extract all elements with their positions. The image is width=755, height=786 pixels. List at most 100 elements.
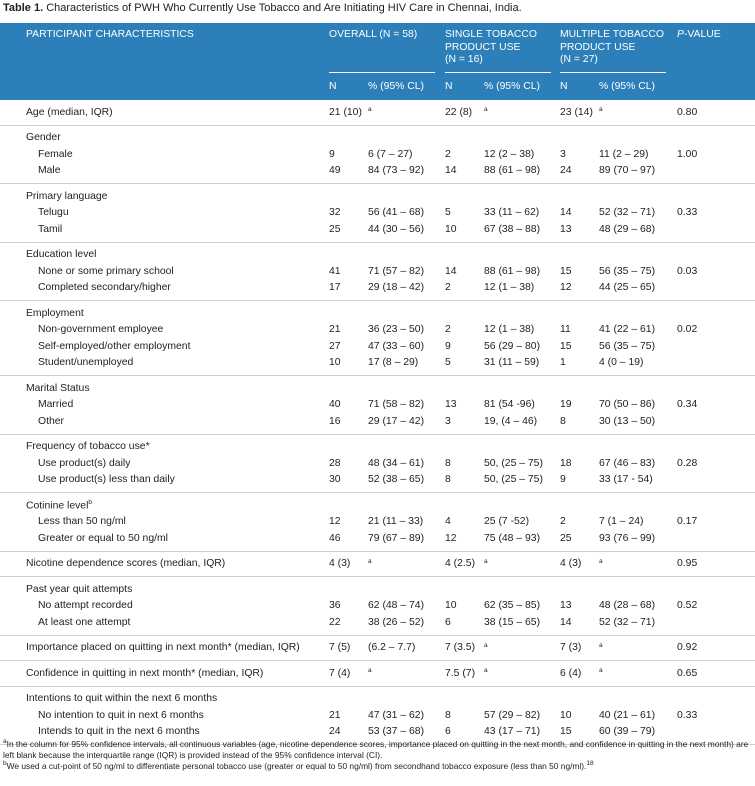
table-cell: 56 (35 – 75) <box>599 340 656 352</box>
header-rule-multiple <box>560 72 666 73</box>
group-title-row: Primary language <box>0 184 755 205</box>
table-cell: 0.03 <box>677 265 698 277</box>
table-row: Use product(s) less than daily 30 52 (38 –… <box>0 471 755 493</box>
table-cell: 10 <box>560 709 572 721</box>
table-cell: 93 (76 – 99) <box>599 530 677 552</box>
table-cell: 79 (67 – 89) <box>368 530 445 552</box>
table-cell: 89 (70 – 97) <box>599 162 677 184</box>
header-overall: OVERALL (N = 58) <box>329 29 418 40</box>
table-cell: 17 <box>329 279 368 301</box>
table-row: Female 9 6 (7 – 27) 2 12 (2 – 38) 3 11 (2 – 29… <box>0 146 755 163</box>
table-row: Telugu 32 56 (41 – 68) 5 33 (11 – 62) 14 52 (3… <box>0 205 755 222</box>
table-row: Other 16 29 (17 – 42) 3 19, (4 – 46) 8 30 (13 … <box>0 413 755 435</box>
table-cell: 67 (46 – 83) <box>599 457 656 469</box>
row-label: Less than 50 ng/ml <box>38 516 126 528</box>
sub-n-single: N <box>445 81 453 92</box>
table-cell <box>677 338 755 355</box>
table-cell: 3 <box>445 413 484 435</box>
table-cell: 9 <box>560 471 599 493</box>
table-cell: 25 <box>329 221 368 243</box>
group-title-row: Employment <box>0 301 755 322</box>
row-label: Importance placed on quitting in next mo… <box>0 635 329 661</box>
table-row: Completed secondary/higher 17 29 (18 – 42)… <box>0 279 755 301</box>
table-cell: 18 <box>560 457 572 469</box>
table-cell: 14 <box>560 207 572 219</box>
row-label: Married <box>38 399 74 411</box>
sub-n-overall: N <box>329 81 337 92</box>
header-pvalue: P-VALUE <box>677 29 721 40</box>
table-cell: 7 (3) <box>560 635 599 661</box>
table-cell: 33 (17 - 54) <box>599 471 677 493</box>
table-cell: 21 <box>329 709 341 721</box>
table-cell: 24 <box>329 723 368 745</box>
table-cell: 29 (17 – 42) <box>368 413 445 435</box>
table-cell: 71 (58 – 82) <box>368 399 425 411</box>
row-label: Male <box>0 162 329 184</box>
group-title-row: Education level <box>0 242 755 263</box>
table-cell: 8 <box>445 457 451 469</box>
table-cell: 21 <box>329 324 341 336</box>
caption-text: Characteristics of PWH Who Currently Use… <box>46 2 522 14</box>
table-cell: 33 (11 – 62) <box>484 207 540 219</box>
table-row: No intention to quit in next 6 months 21 4… <box>0 707 755 724</box>
sub-pct-multiple: % (95% CL) <box>599 81 656 92</box>
table-cell: 5 <box>445 354 484 376</box>
table-cell: 0.80 <box>677 100 755 126</box>
row-label: Telugu <box>38 207 69 219</box>
table-row: Tamil 25 44 (30 – 56) 10 67 (38 – 88) 13 48 (2… <box>0 221 755 243</box>
table-cell: 7 (4) <box>329 660 368 687</box>
table-cell: 11 (2 – 29) <box>599 148 649 160</box>
table-cell: 50, (25 – 75) <box>484 471 560 493</box>
table-cell <box>677 279 755 301</box>
row-label: Female <box>38 148 73 160</box>
group-title: Intentions to quit within the next 6 mon… <box>26 693 218 705</box>
table-cell: a <box>368 660 445 687</box>
header-rule-overall <box>329 72 435 73</box>
group-title: Employment <box>26 307 84 319</box>
header-single-3: (N = 16) <box>445 54 483 65</box>
header-multiple-1: MULTIPLE TOBACCO <box>560 29 664 40</box>
table-cell: 62 (35 – 85) <box>484 600 541 612</box>
table-cell: 12 (1 – 38) <box>484 279 560 301</box>
table-cell <box>677 162 755 184</box>
table-row: No attempt recorded 36 62 (48 – 74) 10 62 (3… <box>0 598 755 615</box>
row-label: Use product(s) less than daily <box>0 471 329 493</box>
table-cell: 48 (29 – 68) <box>599 221 677 243</box>
table-row: Student/unemployed 10 17 (8 – 29) 5 31 (11 –… <box>0 354 755 376</box>
table-cell: 38 (26 – 52) <box>368 614 445 636</box>
group-title: Past year quit attempts <box>26 583 133 595</box>
table-cell: 6 (7 – 27) <box>368 148 413 160</box>
table-cell: 71 (57 – 82) <box>368 265 425 277</box>
table-cell: 4 (3) <box>560 551 599 577</box>
table-cell <box>677 221 755 243</box>
table-cell: 13 <box>560 600 572 612</box>
table-cell: 10 <box>445 221 484 243</box>
table-cell: 46 <box>329 530 368 552</box>
table-cell: 0.65 <box>677 660 755 687</box>
table-cell: 3 <box>560 148 566 160</box>
table-cell: 4 (2.5) <box>445 551 484 577</box>
table-cell: 41 (22 – 61) <box>599 324 656 336</box>
table-row: Intends to quit in the next 6 months 24 53… <box>0 723 755 745</box>
sub-pct-single: % (95% CL) <box>484 81 541 92</box>
table-cell: 0.52 <box>677 600 698 612</box>
row-label: Non-government employee <box>38 324 164 336</box>
header-rule-single <box>445 72 551 73</box>
table-cell: 15 <box>560 723 599 745</box>
table-cell: 23 (14) <box>560 100 599 126</box>
table-cell: 0.28 <box>677 457 698 469</box>
table-cell: 25 (7 -52) <box>484 516 530 528</box>
table-cell: 44 (30 – 56) <box>368 221 445 243</box>
table-cell: a <box>484 660 560 687</box>
header-multiple-2: PRODUCT USE <box>560 41 636 53</box>
table-cell: 15 <box>560 265 572 277</box>
table-row: Importance placed on quitting in next mo… <box>0 635 755 661</box>
table-row: Male 49 84 (73 – 92) 14 88 (61 – 98) 24 89 (70… <box>0 162 755 184</box>
table-cell: 13 <box>445 399 457 411</box>
table-cell <box>677 530 755 552</box>
table-cell: 43 (17 – 71) <box>484 723 560 745</box>
table-cell: 12 <box>445 530 484 552</box>
row-label: No attempt recorded <box>38 600 133 612</box>
table-cell: 49 <box>329 162 368 184</box>
table-cell: 47 (31 – 62) <box>368 709 425 721</box>
